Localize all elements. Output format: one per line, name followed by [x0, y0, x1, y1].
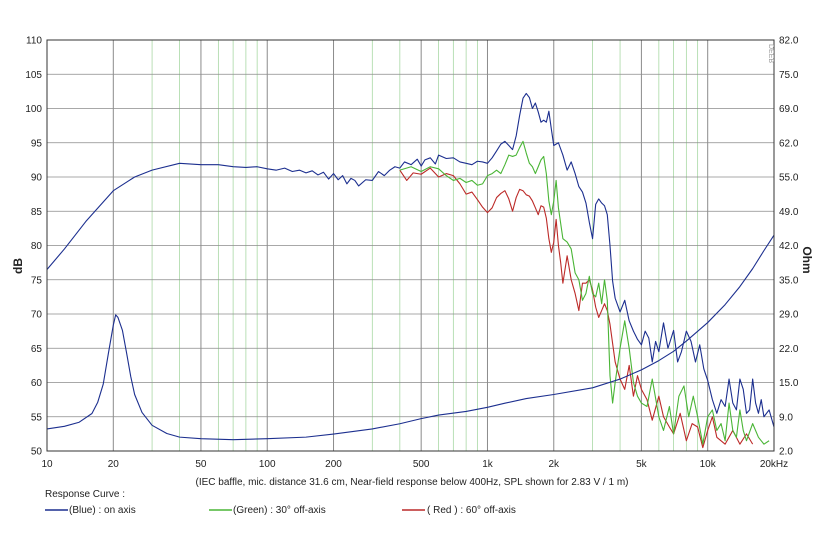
- y-tick-label: 90: [31, 173, 43, 184]
- x-tick-label: 5k: [636, 459, 648, 470]
- y2-tick-label: 9.0: [779, 412, 793, 423]
- y2-tick-label: 62.0: [779, 138, 799, 149]
- y2-tick-label: 29.0: [779, 310, 799, 321]
- y-tick-label: 55: [31, 412, 43, 423]
- measurement-note: (IEC baffle, mic. distance 31.6 cm, Near…: [196, 477, 629, 488]
- y-tick-label: 70: [31, 310, 43, 321]
- y2-axis-title: Ohm: [800, 246, 814, 273]
- y2-tick-label: 55.0: [779, 173, 799, 184]
- y-tick-label: 65: [31, 344, 43, 355]
- y-axis-title: dB: [11, 258, 25, 274]
- y-tick-label: 80: [31, 241, 43, 252]
- y-tick-label: 110: [26, 36, 42, 47]
- x-tick-label: 10: [41, 459, 53, 470]
- y-tick-label: 85: [31, 207, 43, 218]
- x-tick-label: 20kHz: [760, 459, 788, 470]
- y2-tick-label: 35.0: [779, 275, 799, 286]
- series-layer: [46, 92, 775, 449]
- x-tick-label: 50: [195, 459, 207, 470]
- watermark: DEEB: [767, 44, 774, 63]
- legend-label-green: (Green) : 30° off-axis: [233, 505, 326, 516]
- series-30deg-line: [399, 140, 770, 445]
- series-on-axis-line: [46, 92, 775, 428]
- series-60deg-line: [399, 167, 754, 449]
- y2-tick-label: 82.0: [779, 36, 799, 47]
- y-tick-label: 95: [31, 138, 43, 149]
- x-tick-labels: 10 20 50 100 200 500 1k 2k 5k 10k 20kHz: [41, 459, 788, 470]
- x-tick-label: 100: [259, 459, 276, 470]
- y2-tick-label: 2.0: [779, 447, 793, 458]
- y-tick-label: 60: [31, 378, 43, 389]
- legend-title: Response Curve :: [45, 489, 125, 500]
- y2-tick-labels: 82.0 75.0 69.0 62.0 55.0 49.0 42.0 35.0 29.0 22.0…: [779, 36, 799, 458]
- plot-frame: [46, 39, 775, 452]
- legend-label-red: ( Red ) : 60° off-axis: [427, 505, 516, 516]
- y2-tick-label: 49.0: [779, 207, 799, 218]
- y2-tick-label: 22.0: [779, 344, 799, 355]
- legend-item-green: (Green) : 30° off-axis: [209, 505, 326, 516]
- legend-label-blue: (Blue) : on axis: [69, 505, 136, 516]
- y2-tick-label: 42.0: [779, 241, 799, 252]
- y2-tick-label: 69.0: [779, 104, 799, 115]
- x-tick-label: 2k: [548, 459, 560, 470]
- legend-item-red: ( Red ) : 60° off-axis: [402, 505, 516, 516]
- x-tick-label: 20: [108, 459, 120, 470]
- x-tick-label: 1k: [482, 459, 494, 470]
- y-tick-label: 105: [25, 70, 42, 81]
- y-tick-label: 75: [31, 275, 43, 286]
- legend-item-blue: (Blue) : on axis: [45, 505, 136, 516]
- x-tick-label: 500: [413, 459, 430, 470]
- legend: (Blue) : on axis (Green) : 30° off-axis …: [45, 505, 516, 516]
- series-impedance-line: [46, 234, 775, 441]
- x-tick-label: 10k: [700, 459, 717, 470]
- y-tick-label: 100: [25, 104, 42, 115]
- y2-tick-label: 75.0: [779, 70, 799, 81]
- y-tick-label: 50: [31, 447, 43, 458]
- y-tick-labels: 110 105 100 95 90 85 80 75 70 65 60 55 50: [25, 36, 42, 458]
- y2-tick-label: 15.0: [779, 378, 799, 389]
- x-tick-label: 200: [325, 459, 342, 470]
